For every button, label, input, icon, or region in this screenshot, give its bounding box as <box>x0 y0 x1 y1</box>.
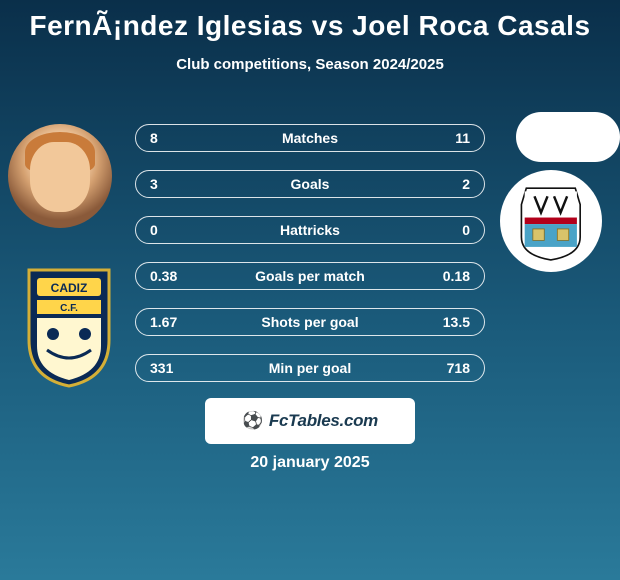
metric-label: Matches <box>136 130 484 146</box>
player1-value: 1.67 <box>150 314 177 330</box>
player2-value: 0 <box>462 222 470 238</box>
player2-value: 11 <box>455 130 470 146</box>
table-row: 1.67 Shots per goal 13.5 <box>135 308 485 336</box>
metric-label: Min per goal <box>136 360 484 376</box>
date-label: 20 january 2025 <box>0 454 620 472</box>
player2-value: 2 <box>462 176 470 192</box>
branding-label: FcTables.com <box>269 411 378 431</box>
player2-value: 0.18 <box>443 268 470 284</box>
comparison-infographic: FernÃ¡ndez Iglesias vs Joel Roca Casals … <box>0 0 620 580</box>
player1-value: 331 <box>150 360 173 376</box>
player1-club-crest: CADIZ C.F. <box>18 260 120 388</box>
comparison-table: 8 Matches 11 3 Goals 2 0 Hattricks 0 0.3… <box>135 124 485 400</box>
table-row: 331 Min per goal 718 <box>135 354 485 382</box>
table-row: 3 Goals 2 <box>135 170 485 198</box>
metric-label: Shots per goal <box>136 314 484 330</box>
player1-value: 0 <box>150 222 158 238</box>
metric-label: Goals <box>136 176 484 192</box>
metric-label: Hattricks <box>136 222 484 238</box>
table-row: 8 Matches 11 <box>135 124 485 152</box>
metric-label: Goals per match <box>136 268 484 284</box>
player2-value: 718 <box>447 360 470 376</box>
table-row: 0 Hattricks 0 <box>135 216 485 244</box>
player2-avatar <box>516 112 620 162</box>
soccer-ball-icon: ⚽ <box>242 411 263 431</box>
player1-value: 3 <box>150 176 158 192</box>
page-title: FernÃ¡ndez Iglesias vs Joel Roca Casals <box>0 0 620 42</box>
player1-value: 0.38 <box>150 268 177 284</box>
player1-value: 8 <box>150 130 158 146</box>
player2-value: 13.5 <box>443 314 470 330</box>
table-row: 0.38 Goals per match 0.18 <box>135 262 485 290</box>
player2-club-crest <box>500 170 602 272</box>
svg-text:C.F.: C.F. <box>60 303 78 314</box>
player1-face-shape <box>30 142 90 212</box>
svg-text:CADIZ: CADIZ <box>51 281 88 295</box>
player1-avatar <box>8 124 112 228</box>
subtitle: Club competitions, Season 2024/2025 <box>0 56 620 73</box>
branding-badge: ⚽ FcTables.com <box>205 398 415 444</box>
